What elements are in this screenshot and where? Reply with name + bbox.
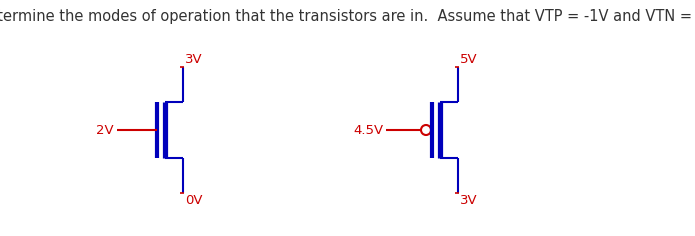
- Text: 2V: 2V: [97, 123, 114, 136]
- Text: 0V: 0V: [185, 194, 202, 207]
- Text: 3V: 3V: [185, 53, 203, 66]
- Text: 5V: 5V: [460, 53, 477, 66]
- Text: 4.5V: 4.5V: [353, 123, 383, 136]
- Text: 3V: 3V: [460, 194, 477, 207]
- Text: Determine the modes of operation that the transistors are in.  Assume that VTP =: Determine the modes of operation that th…: [0, 9, 695, 25]
